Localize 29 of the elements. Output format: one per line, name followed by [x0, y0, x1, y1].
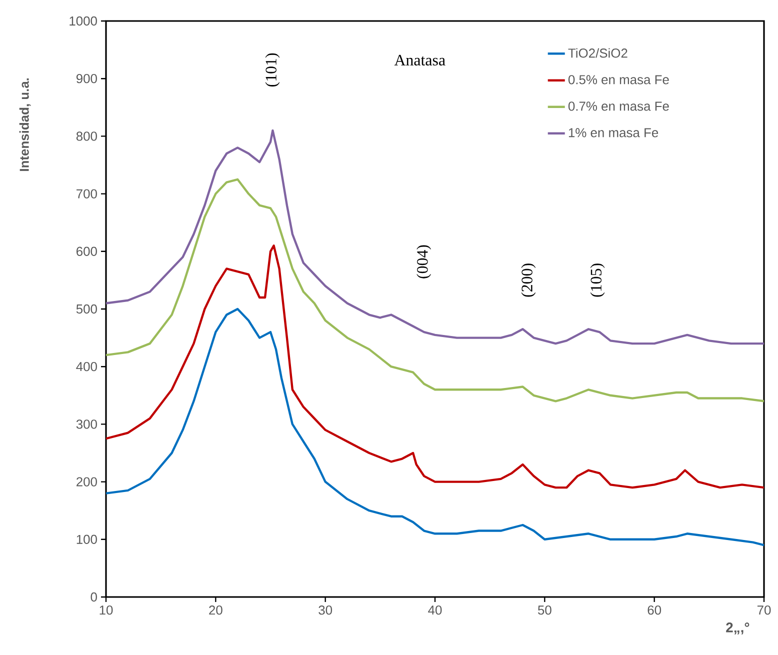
annotation: Anatasa	[394, 54, 446, 66]
y-tick-label: 100	[76, 534, 97, 544]
annotation: (105)	[590, 264, 605, 297]
legend-label: 1% en masa Fe	[568, 128, 658, 138]
x-tick-label: 40	[428, 606, 442, 615]
x-tick-label: 10	[100, 606, 113, 615]
y-tick-label: 300	[76, 420, 97, 429]
x-tick-label: 30	[318, 606, 332, 615]
annotation: (101)	[265, 53, 280, 87]
annotation: (200)	[521, 264, 536, 297]
y-tick-label: 700	[76, 189, 97, 198]
y-tick-label: 400	[76, 362, 97, 372]
y-tick-label: 200	[76, 477, 97, 486]
legend-label: 0.5% en masa Fe	[568, 75, 669, 84]
x-tick-label: 60	[648, 606, 662, 615]
x-tick-label: 50	[538, 606, 552, 615]
x-tick-label: 70	[757, 606, 771, 615]
y-axis-title: Intensidad, u.a.	[19, 78, 31, 171]
annotation: (004)	[416, 245, 432, 278]
y-tick-label: 1000	[70, 16, 97, 26]
y-tick-label: 800	[76, 132, 97, 141]
y-tick-label: 500	[76, 304, 97, 314]
y-tick-label: 900	[76, 74, 97, 84]
y-tick-label: 600	[76, 246, 97, 256]
x-tick-label: 20	[209, 606, 222, 615]
legend-label: 0.7% en masa Fe	[568, 102, 669, 111]
legend-label: TiO2/SiO2	[568, 48, 628, 58]
y-tick-label: 0	[90, 592, 97, 602]
x-axis-title: 2„,°	[726, 622, 750, 634]
